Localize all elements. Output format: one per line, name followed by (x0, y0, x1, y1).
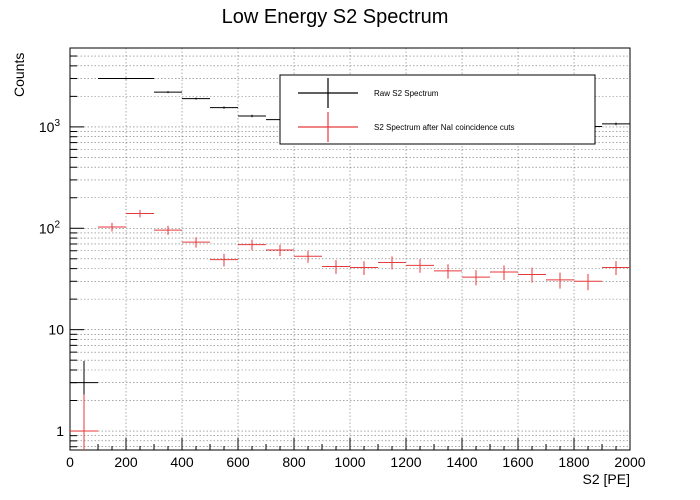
legend-box (279, 74, 596, 145)
x-tick-label: 800 (282, 454, 306, 470)
chart-title: Low Energy S2 Spectrum (222, 6, 449, 28)
data-point (518, 267, 546, 283)
legend-item: S2 Spectrum after NaI coincidence cuts (298, 112, 515, 142)
x-tick-label: 400 (170, 454, 194, 470)
data-point (98, 77, 154, 80)
y-tick-label: 1 (56, 423, 64, 439)
x-tick-label: 1400 (446, 454, 477, 470)
data-point (434, 264, 462, 279)
data-point (210, 253, 238, 267)
y-tick-label: 103 (39, 118, 61, 135)
data-point (70, 394, 98, 450)
x-tick-label: 600 (226, 454, 250, 470)
data-point (238, 114, 266, 118)
data-point (182, 97, 210, 100)
x-tick-label: 1800 (558, 454, 589, 470)
data-point (210, 106, 238, 109)
legend: Raw S2 Spectrum S2 Spectrum after NaI coi… (279, 74, 596, 145)
data-point (602, 122, 630, 126)
data-point (238, 239, 266, 251)
data-point (378, 256, 406, 270)
data-point (154, 225, 182, 235)
data-point (574, 273, 602, 291)
data-point (350, 261, 378, 275)
y-tick-label: 102 (39, 219, 61, 236)
data-point (126, 209, 154, 218)
legend-item: Raw S2 Spectrum (298, 78, 439, 108)
data-point (546, 272, 574, 289)
y-axis-label: Counts (11, 53, 27, 97)
x-tick-label: 200 (114, 454, 138, 470)
data-point (602, 261, 630, 275)
data-point (266, 244, 294, 257)
data-point (182, 237, 210, 248)
data-point (154, 91, 182, 94)
data-point (322, 260, 350, 274)
data-point (406, 259, 434, 273)
data-point (462, 270, 490, 286)
axes: 0 200 400 600 800 1000 1200 1400 1600 1800 2000 1 10… (39, 47, 646, 470)
x-tick-label: 0 (66, 454, 74, 470)
legend-label: S2 Spectrum after NaI coincidence cuts (374, 123, 515, 132)
data-point (490, 265, 518, 280)
data-point (98, 222, 126, 232)
x-tick-label: 1600 (502, 454, 533, 470)
data-point (294, 250, 322, 263)
x-tick-label: 1200 (390, 454, 421, 470)
x-tick-label: 1000 (334, 454, 365, 470)
y-tick-label: 10 (48, 322, 64, 338)
legend-label: Raw S2 Spectrum (374, 89, 439, 98)
x-tick-label: 2000 (614, 454, 645, 470)
series-2 (70, 209, 630, 450)
x-axis-label: S2 [PE] (583, 471, 630, 487)
